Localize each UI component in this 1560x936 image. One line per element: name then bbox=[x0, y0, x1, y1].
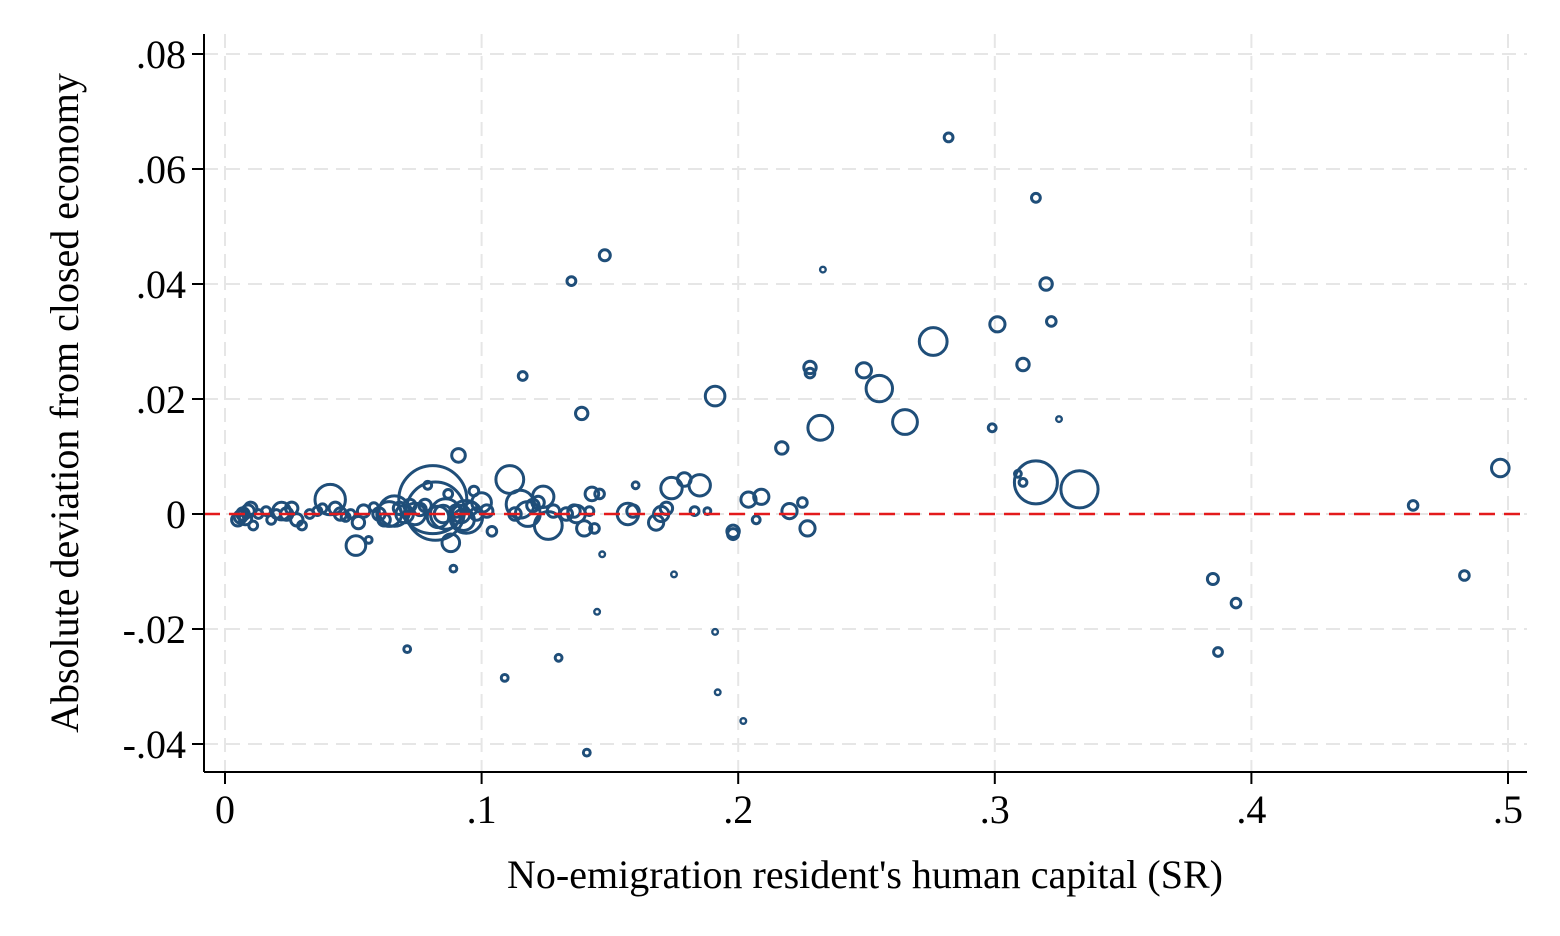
data-point bbox=[247, 519, 260, 532]
data-point bbox=[891, 408, 919, 436]
data-point bbox=[1212, 646, 1224, 658]
data-point bbox=[271, 500, 292, 522]
data-point bbox=[363, 535, 374, 545]
data-point bbox=[448, 563, 459, 574]
data-point bbox=[574, 405, 590, 422]
y-tick-label: .08 bbox=[136, 32, 186, 77]
data-point bbox=[818, 265, 827, 274]
data-point bbox=[1045, 315, 1058, 328]
data-point bbox=[806, 413, 835, 442]
data-point bbox=[1015, 356, 1031, 373]
data-point bbox=[598, 550, 607, 559]
data-point bbox=[659, 475, 684, 501]
data-point bbox=[986, 422, 998, 434]
x-tick-label: .4 bbox=[1236, 787, 1266, 832]
x-tick-label: .3 bbox=[980, 787, 1010, 832]
data-point bbox=[854, 361, 874, 380]
data-point bbox=[739, 717, 748, 726]
data-point bbox=[864, 373, 894, 404]
data-point bbox=[688, 505, 701, 518]
data-point bbox=[1038, 276, 1054, 292]
data-point bbox=[942, 131, 955, 144]
data-point bbox=[479, 503, 495, 519]
data-point bbox=[1490, 457, 1511, 479]
y-tick-label: 0 bbox=[166, 492, 186, 537]
data-point bbox=[581, 747, 592, 758]
grid-layer bbox=[204, 34, 1527, 772]
data-point bbox=[450, 447, 467, 464]
x-tick-label: 0 bbox=[215, 787, 235, 832]
data-point bbox=[802, 359, 818, 376]
x-tick-label: .2 bbox=[723, 787, 753, 832]
data-point bbox=[499, 673, 510, 683]
data-point bbox=[1012, 459, 1059, 506]
data-point bbox=[703, 384, 727, 408]
y-ticks: -.04 -.02 0 .02 .04 .06 .08 bbox=[123, 32, 204, 767]
data-point bbox=[553, 652, 564, 663]
data-point bbox=[988, 315, 1007, 334]
data-point bbox=[583, 505, 596, 518]
data-point bbox=[588, 522, 601, 535]
x-tick-label: .5 bbox=[1493, 787, 1523, 832]
y-axis-label: Absolute deviation from closed economy bbox=[42, 73, 87, 733]
data-point bbox=[296, 519, 308, 532]
data-point bbox=[344, 534, 368, 557]
data-point bbox=[726, 527, 741, 542]
data-point bbox=[1205, 572, 1220, 586]
data-point bbox=[531, 484, 556, 509]
y-tick-label: -.02 bbox=[123, 607, 186, 652]
data-point bbox=[750, 514, 762, 526]
data-point bbox=[1059, 469, 1100, 510]
data-point bbox=[583, 485, 601, 503]
data-point bbox=[593, 487, 606, 501]
points-layer bbox=[230, 131, 1511, 758]
y-tick-label: .02 bbox=[136, 377, 186, 422]
data-point bbox=[796, 496, 809, 509]
data-point bbox=[575, 519, 594, 538]
data-point bbox=[442, 488, 455, 500]
data-point bbox=[516, 370, 529, 382]
x-ticks: 0 .1 .2 .3 .4 .5 bbox=[215, 772, 1523, 832]
x-axis-label: No-emigration resident's human capital (… bbox=[507, 852, 1223, 897]
data-point bbox=[597, 248, 612, 263]
data-point bbox=[670, 570, 679, 579]
data-point bbox=[780, 502, 799, 521]
data-point bbox=[711, 627, 720, 636]
data-point bbox=[798, 519, 817, 538]
data-point bbox=[593, 607, 602, 616]
data-point bbox=[530, 494, 546, 511]
data-point bbox=[417, 497, 433, 514]
data-point bbox=[440, 532, 462, 554]
data-point bbox=[713, 688, 722, 697]
data-point bbox=[1030, 191, 1042, 204]
data-point bbox=[625, 503, 641, 519]
y-tick-label: -.04 bbox=[123, 722, 186, 767]
x-tick-label: .1 bbox=[467, 787, 497, 832]
data-point bbox=[803, 366, 817, 380]
data-point bbox=[402, 644, 413, 654]
data-point bbox=[774, 440, 790, 456]
data-point bbox=[1406, 499, 1420, 512]
data-point bbox=[1229, 596, 1243, 610]
data-point bbox=[260, 505, 273, 518]
data-point bbox=[752, 487, 771, 506]
axes-layer bbox=[203, 34, 1527, 773]
data-point bbox=[1054, 415, 1063, 424]
y-tick-label: .04 bbox=[136, 262, 186, 307]
data-point bbox=[917, 326, 949, 357]
data-point bbox=[739, 490, 758, 509]
data-point bbox=[1458, 569, 1471, 582]
y-tick-label: .06 bbox=[136, 147, 186, 192]
data-point bbox=[687, 473, 712, 498]
data-point bbox=[1017, 477, 1029, 488]
data-point bbox=[630, 480, 641, 491]
data-point bbox=[565, 275, 578, 288]
data-point bbox=[485, 525, 499, 538]
